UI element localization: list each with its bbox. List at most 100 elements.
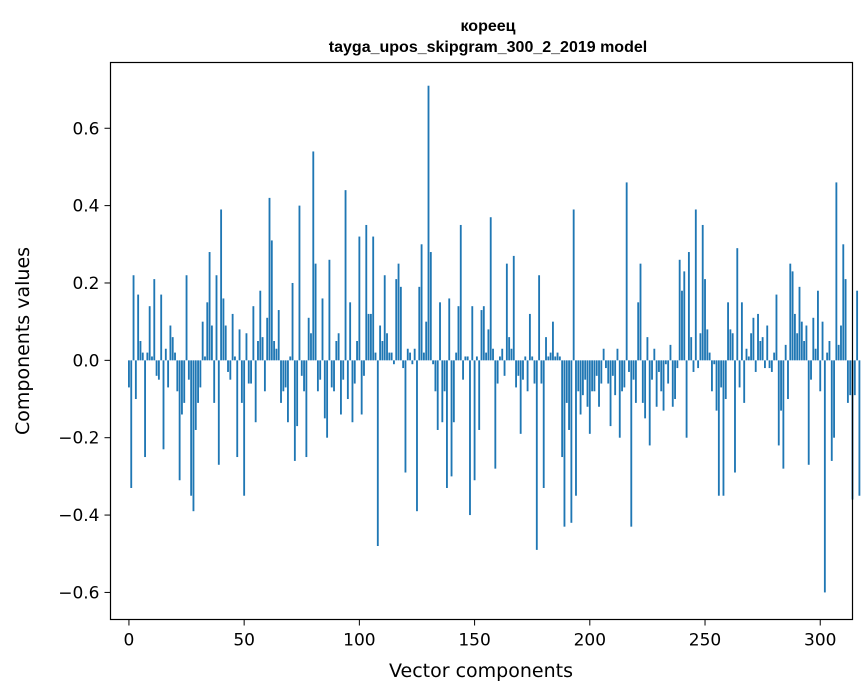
bar (720, 360, 723, 388)
bar (810, 360, 812, 380)
bar (814, 348, 817, 361)
bar (775, 294, 778, 361)
y-tick-label: −0.6 (58, 583, 99, 603)
bar (535, 360, 538, 550)
bar (524, 356, 527, 361)
bar (740, 302, 743, 361)
bar (335, 341, 338, 361)
bar (623, 360, 626, 388)
bar (833, 360, 835, 438)
bar (545, 337, 547, 361)
bar (542, 360, 545, 488)
bar (770, 360, 773, 372)
bar (586, 360, 589, 407)
bar (268, 197, 271, 361)
bar (697, 360, 700, 369)
bar (568, 360, 570, 430)
bar (222, 298, 225, 361)
bar (609, 360, 612, 427)
bar (397, 263, 400, 361)
bar (464, 356, 467, 361)
bar (247, 360, 250, 384)
bar (300, 360, 303, 376)
bar (261, 337, 264, 361)
x-axis-label: Vector components (389, 660, 573, 682)
bar (660, 360, 663, 392)
bar (512, 255, 515, 361)
bar (699, 333, 702, 361)
bar (134, 360, 137, 400)
bar (796, 333, 799, 361)
bar (658, 360, 660, 372)
y-tick-label: 0.0 (72, 351, 99, 371)
bar (312, 151, 315, 361)
bar (466, 356, 469, 361)
bar (259, 290, 262, 361)
bar (757, 313, 759, 361)
bar (197, 360, 199, 403)
bar (321, 298, 324, 361)
bar (764, 360, 766, 369)
bar (367, 313, 370, 361)
bar (685, 360, 688, 438)
bar (547, 356, 550, 361)
bar (819, 360, 822, 392)
bar (374, 352, 377, 361)
bar (667, 360, 670, 384)
bar (344, 190, 347, 361)
bar (701, 224, 704, 361)
bar (330, 360, 333, 388)
bar (215, 275, 218, 361)
bar (754, 360, 757, 372)
bar (273, 341, 276, 361)
bar (489, 217, 492, 361)
bar (132, 275, 135, 361)
bar (280, 360, 282, 403)
bar (690, 337, 693, 361)
bar (284, 360, 287, 388)
bar (584, 360, 587, 380)
bar (805, 325, 808, 361)
bar (194, 360, 197, 430)
bar (422, 352, 425, 361)
bar (363, 360, 365, 376)
x-axis-ticks: 0 50 100 150 200 250 300 (124, 619, 836, 651)
bar (185, 275, 188, 361)
bar (554, 356, 557, 361)
bar (773, 352, 776, 361)
bar (607, 360, 610, 384)
bar (692, 360, 695, 372)
bar (206, 302, 209, 361)
bar (404, 360, 407, 473)
bar (669, 344, 672, 361)
bar (625, 182, 628, 361)
bar (183, 360, 186, 403)
bar (266, 317, 269, 361)
bar (738, 360, 741, 388)
bar (487, 329, 490, 361)
bar (372, 236, 375, 361)
bar (791, 271, 794, 361)
bar (727, 302, 729, 361)
bar (128, 360, 130, 388)
bar (178, 360, 181, 481)
bar (846, 360, 849, 403)
bar (676, 360, 679, 369)
bar-series (128, 85, 861, 593)
bar (517, 360, 520, 376)
bar (220, 209, 223, 361)
bar (538, 275, 541, 361)
bar (365, 224, 368, 361)
bar (644, 360, 647, 419)
x-tick-label: 0 (124, 631, 135, 651)
bar (478, 360, 481, 430)
bar (369, 313, 372, 361)
bar (287, 360, 289, 423)
bar (342, 360, 345, 380)
chart-title: кореец (461, 18, 516, 35)
bar (485, 352, 488, 361)
bar (823, 360, 826, 593)
bar (376, 360, 379, 547)
bar (503, 360, 506, 376)
